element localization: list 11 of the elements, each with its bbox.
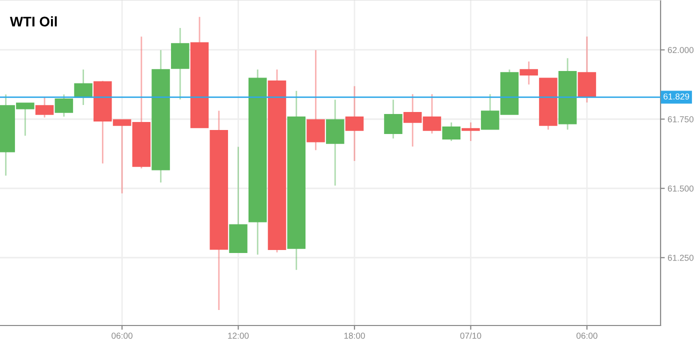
ref-line-label: 61.829 (664, 93, 690, 100)
x-tick-label: 06:00 (576, 332, 598, 339)
x-tick-label: 06:00 (112, 332, 132, 339)
text: WTI Oil (10, 16, 57, 27)
y-tick-label: 61.500 (668, 185, 694, 192)
y-tick-label: 61.750 (668, 116, 694, 122)
y-tick-label: 61.250 (668, 254, 694, 261)
x-tick-label: 07/10 (460, 332, 482, 339)
x-tick-label: 18:00 (344, 332, 365, 339)
x-tick-label: 12:00 (228, 332, 249, 339)
y-tick-label: 62.000 (668, 46, 694, 54)
